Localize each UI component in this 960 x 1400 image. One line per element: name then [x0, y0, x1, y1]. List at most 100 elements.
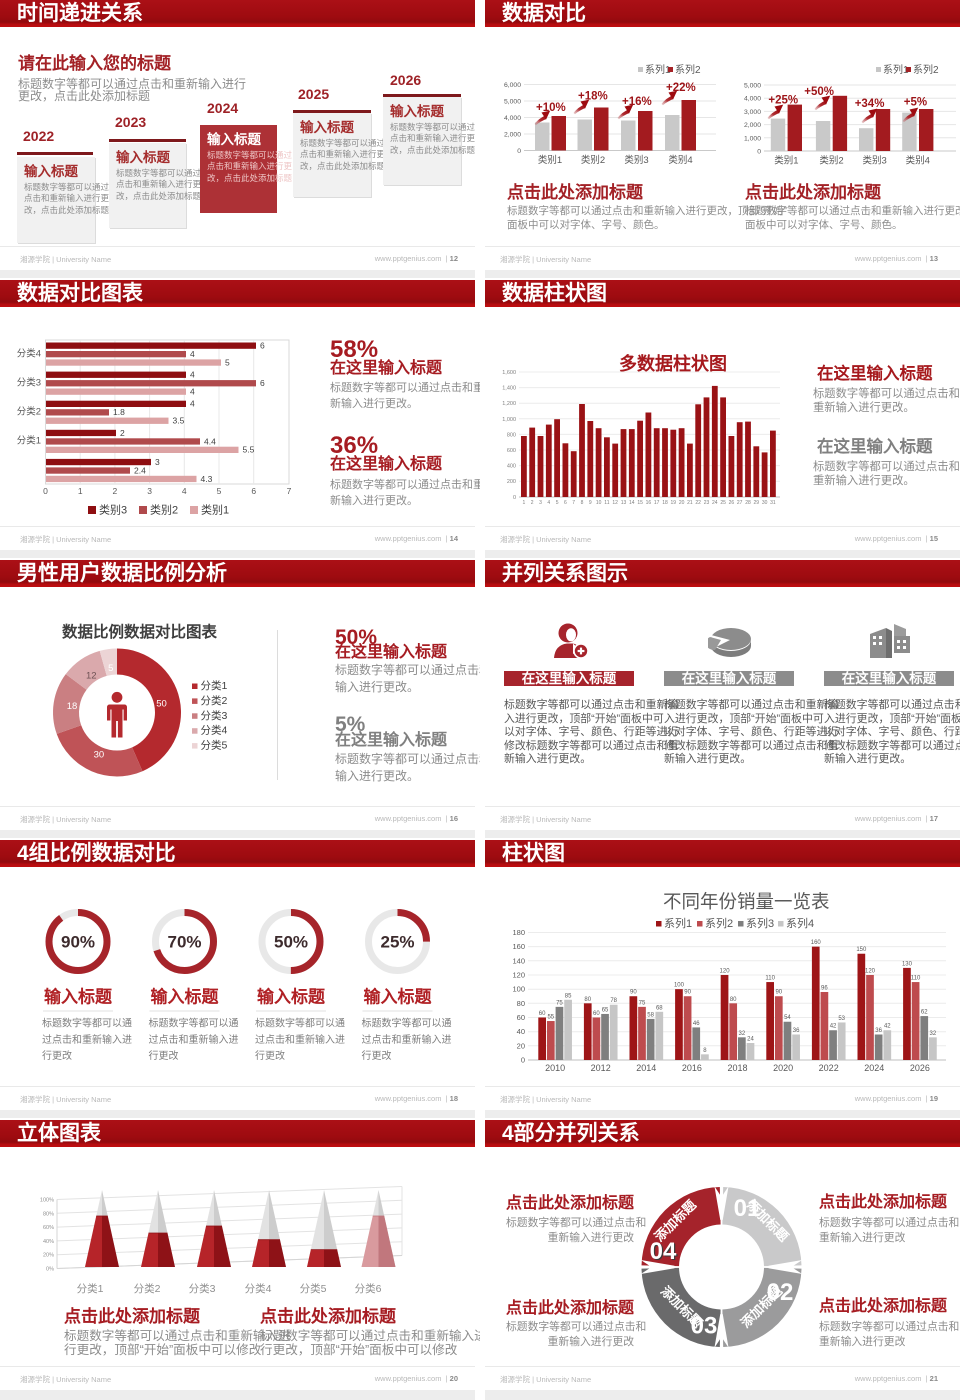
svg-text:类别3: 类别3 — [624, 154, 648, 166]
svg-text:分类4: 分类4 — [245, 1282, 272, 1295]
svg-text:8: 8 — [581, 500, 584, 506]
svg-text:1,200: 1,200 — [502, 401, 516, 407]
svg-text:50: 50 — [156, 699, 167, 710]
svg-text:2026: 2026 — [910, 1063, 930, 1073]
svg-text:24: 24 — [712, 500, 718, 506]
svg-text:40%: 40% — [43, 1239, 54, 1245]
svg-text:04: 04 — [650, 1238, 677, 1265]
svg-text:4: 4 — [547, 500, 550, 506]
svg-text:行更改: 行更改 — [255, 1049, 285, 1062]
svg-text:类别3: 类别3 — [862, 155, 886, 167]
svg-text:75: 75 — [639, 1000, 646, 1006]
svg-text:系列4: 系列4 — [786, 916, 814, 930]
svg-text:6: 6 — [564, 500, 567, 506]
svg-text:90%: 90% — [61, 933, 95, 952]
svg-text:5: 5 — [225, 357, 230, 367]
svg-text:分类5: 分类5 — [201, 739, 228, 752]
svg-text:120: 120 — [512, 971, 525, 980]
svg-text:行更改: 行更改 — [362, 1049, 392, 1062]
svg-text:120: 120 — [720, 968, 731, 974]
svg-text:分类6: 分类6 — [355, 1282, 382, 1295]
svg-text:输入标题: 输入标题 — [364, 987, 433, 1007]
svg-text:1,000: 1,000 — [502, 417, 516, 423]
svg-text:过点击和重新输入进: 过点击和重新输入进 — [42, 1033, 132, 1046]
svg-text:4: 4 — [190, 349, 195, 359]
svg-text:12: 12 — [86, 671, 97, 682]
svg-text:96: 96 — [821, 985, 828, 991]
svg-text:120: 120 — [865, 968, 876, 974]
svg-text:分类3: 分类3 — [201, 709, 228, 722]
svg-text:42: 42 — [830, 1024, 837, 1030]
svg-text:80: 80 — [517, 999, 525, 1008]
svg-text:26: 26 — [729, 500, 735, 506]
svg-text:25: 25 — [720, 500, 726, 506]
svg-text:4: 4 — [190, 399, 195, 409]
svg-text:02: 02 — [767, 1279, 794, 1306]
svg-text:36: 36 — [875, 1028, 882, 1034]
svg-text:800: 800 — [507, 432, 516, 438]
svg-text:4.4: 4.4 — [204, 436, 216, 446]
svg-text:60%: 60% — [43, 1225, 54, 1231]
svg-text:150: 150 — [856, 947, 867, 953]
svg-text:20: 20 — [679, 500, 685, 506]
svg-text:分类4: 分类4 — [201, 724, 228, 737]
svg-text:3,000: 3,000 — [744, 109, 761, 116]
svg-text:12: 12 — [612, 500, 618, 506]
svg-text:5: 5 — [556, 500, 559, 506]
svg-text:100: 100 — [674, 983, 685, 989]
svg-text:分类3: 分类3 — [17, 377, 41, 389]
svg-text:20%: 20% — [43, 1253, 54, 1259]
svg-text:0: 0 — [513, 495, 516, 501]
svg-text:过点击和重新输入进: 过点击和重新输入进 — [149, 1033, 239, 1046]
svg-text:类别4: 类别4 — [906, 155, 930, 167]
svg-text:19: 19 — [671, 500, 677, 506]
svg-text:13: 13 — [621, 500, 627, 506]
svg-text:3: 3 — [539, 500, 542, 506]
svg-text:60: 60 — [539, 1011, 546, 1017]
svg-text:18: 18 — [67, 701, 78, 712]
svg-text:90: 90 — [775, 990, 782, 996]
svg-text:85: 85 — [565, 993, 572, 999]
svg-text:180: 180 — [512, 928, 525, 937]
svg-text:68: 68 — [656, 1005, 663, 1011]
svg-text:类别2: 类别2 — [150, 503, 178, 517]
svg-text:1,400: 1,400 — [502, 386, 516, 392]
svg-text:标题数字等都可以通: 标题数字等都可以通 — [362, 1017, 452, 1030]
svg-text:110: 110 — [911, 976, 921, 982]
svg-text:2018: 2018 — [727, 1063, 747, 1073]
svg-text:类别1: 类别1 — [774, 155, 798, 167]
svg-text:27: 27 — [737, 500, 743, 506]
svg-text:58: 58 — [647, 1012, 654, 1018]
svg-text:3: 3 — [155, 457, 160, 467]
svg-text:+25%: +25% — [768, 94, 798, 106]
svg-text:+18%: +18% — [578, 91, 608, 103]
svg-text:2: 2 — [113, 486, 118, 496]
svg-text:80: 80 — [584, 997, 591, 1003]
svg-text:1.8: 1.8 — [113, 407, 125, 417]
svg-text:31: 31 — [770, 500, 776, 506]
svg-text:1,600: 1,600 — [502, 370, 516, 376]
svg-text:17: 17 — [654, 500, 660, 506]
svg-text:30: 30 — [762, 500, 768, 506]
svg-text:23: 23 — [704, 500, 710, 506]
svg-text:200: 200 — [507, 479, 516, 485]
svg-text:行更改: 行更改 — [42, 1049, 72, 1062]
svg-text:90: 90 — [630, 990, 637, 996]
svg-text:6: 6 — [260, 341, 265, 351]
svg-text:1: 1 — [78, 486, 83, 496]
svg-text:10: 10 — [596, 500, 602, 506]
svg-text:15: 15 — [637, 500, 643, 506]
svg-text:160: 160 — [512, 942, 525, 951]
svg-text:标题数字等都可以通: 标题数字等都可以通 — [149, 1017, 239, 1030]
svg-text:42: 42 — [884, 1024, 891, 1030]
svg-text:2024: 2024 — [864, 1063, 884, 1073]
svg-text:2: 2 — [120, 428, 125, 438]
svg-text:32: 32 — [739, 1031, 746, 1037]
svg-text:11: 11 — [604, 500, 609, 506]
svg-text:20: 20 — [517, 1041, 525, 1050]
svg-text:2010: 2010 — [545, 1063, 565, 1073]
svg-text:3: 3 — [147, 486, 152, 496]
svg-text:3.5: 3.5 — [173, 416, 185, 426]
svg-text:30: 30 — [94, 750, 105, 761]
svg-text:输入标题: 输入标题 — [151, 987, 220, 1007]
